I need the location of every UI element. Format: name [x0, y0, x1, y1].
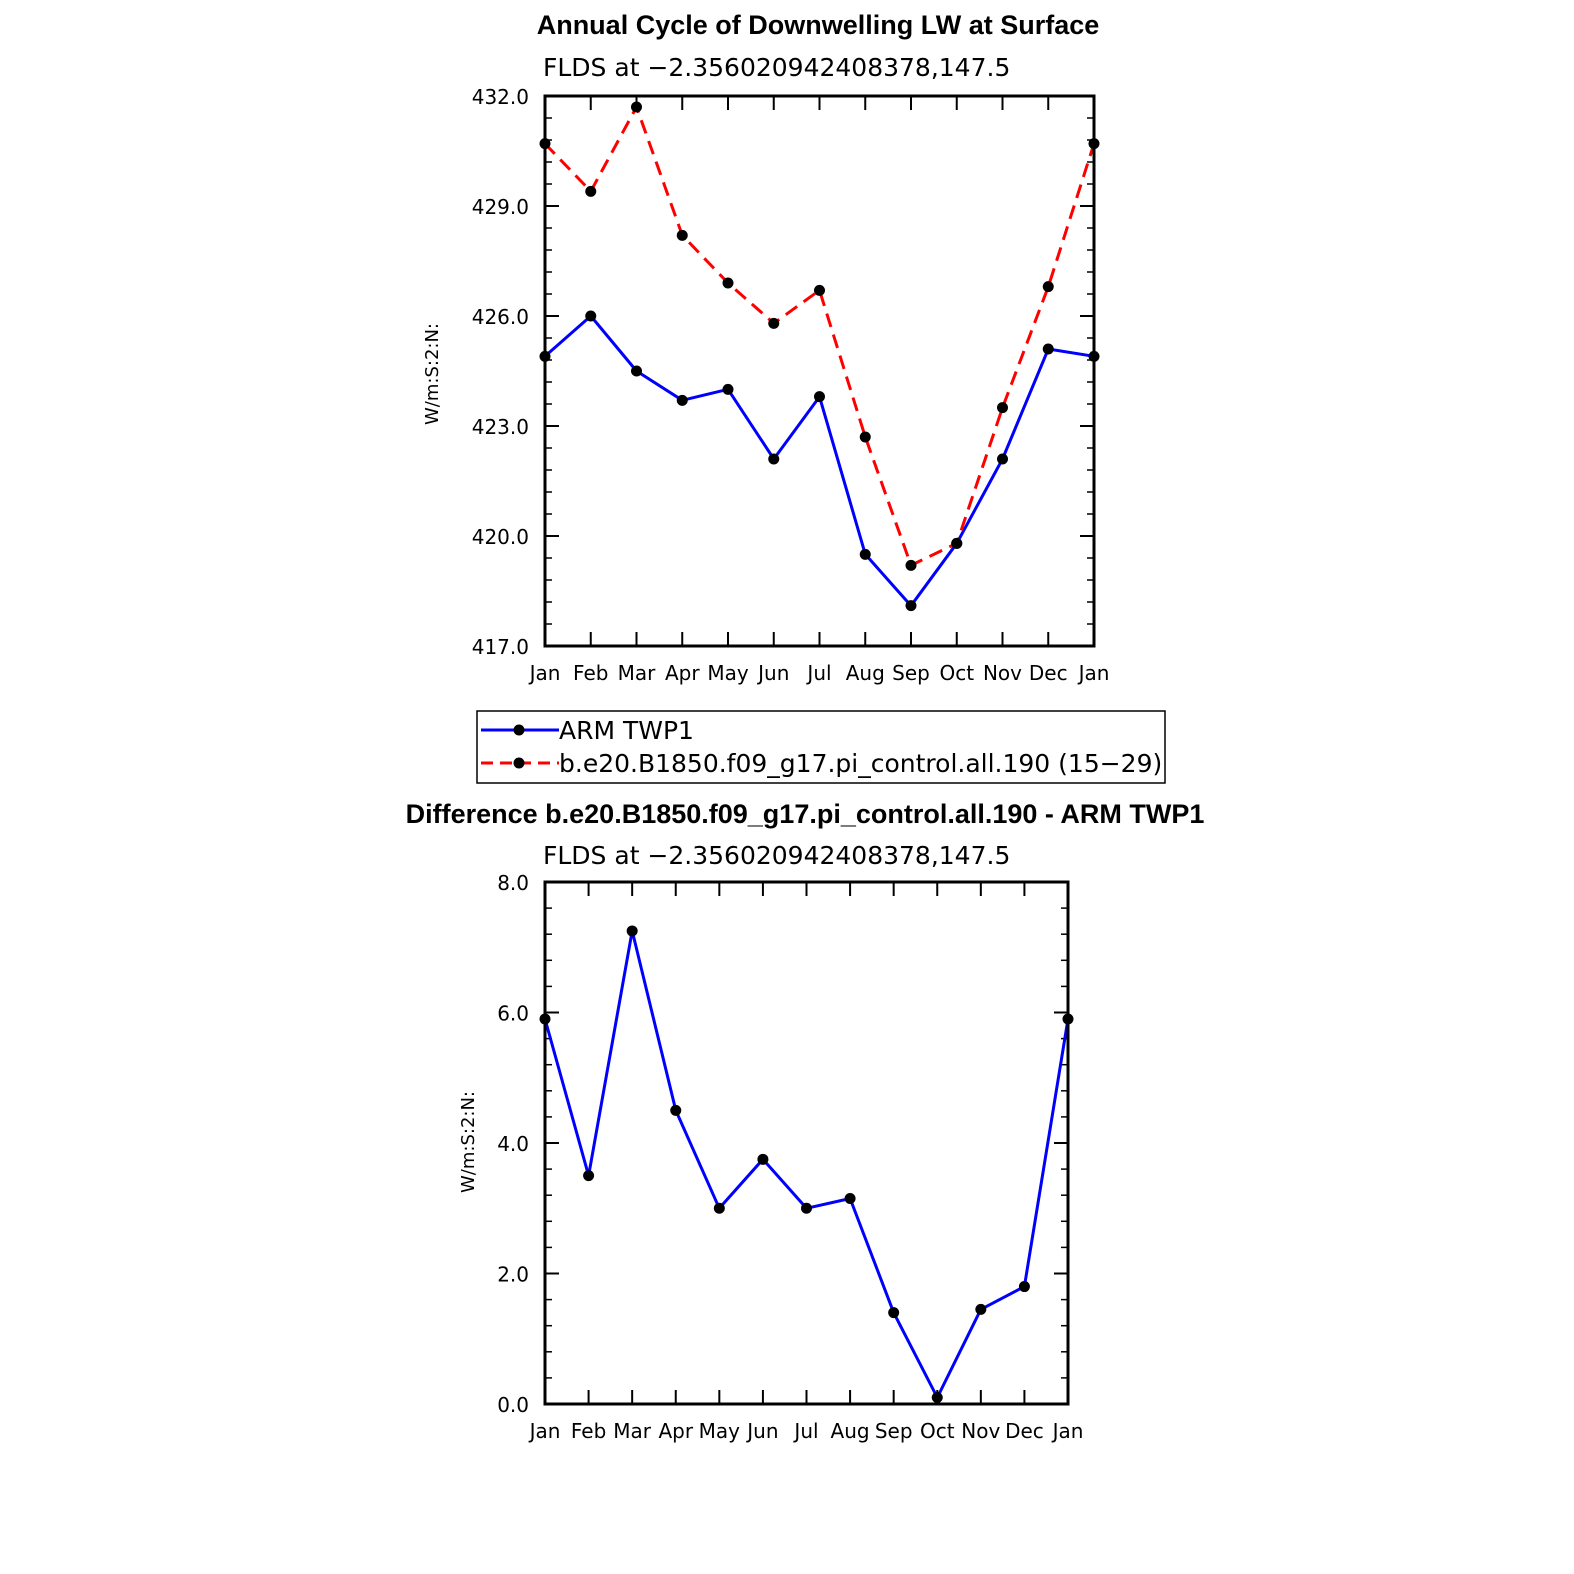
x-tick-label: May — [707, 661, 749, 685]
data-point — [1042, 281, 1054, 293]
y-tick-label: 2.0 — [497, 1263, 529, 1287]
data-point — [768, 317, 780, 329]
data-point — [997, 453, 1008, 465]
legend: ARM TWP1 b.e20.B1850.f09_g17.pi_control.… — [476, 710, 1166, 784]
x-tick-label: Jul — [792, 1419, 818, 1443]
data-point — [905, 600, 917, 612]
x-tick-label: Feb — [573, 661, 608, 685]
data-point — [975, 1303, 987, 1315]
plot-area — [539, 925, 1074, 1403]
plot-frame — [543, 880, 1070, 1406]
data-point — [722, 277, 734, 289]
data-point — [676, 229, 688, 241]
data-point — [931, 1391, 943, 1403]
data-point — [801, 1202, 812, 1214]
x-tick-label: Dec — [1005, 1419, 1044, 1443]
data-point — [585, 310, 597, 322]
y-tick-label: 417.0 — [472, 635, 529, 659]
x-tick-label: Nov — [961, 1419, 1000, 1443]
data-point — [585, 185, 597, 197]
legend-label-model: b.e20.B1850.f09_g17.pi_control.all.190 (… — [559, 749, 1162, 778]
x-tick-label: Jan — [528, 661, 561, 685]
x-tick-label: Nov — [983, 661, 1022, 685]
data-point — [722, 383, 734, 395]
x-tick-label: Jan — [528, 1419, 561, 1443]
data-point — [626, 925, 638, 937]
x-tick-label: Aug — [831, 1419, 870, 1443]
x-tick-label: Oct — [939, 661, 974, 685]
chart-subtitle: FLDS at −2.356020942408378,147.5 — [543, 841, 1010, 870]
data-point — [888, 1307, 900, 1319]
x-tick-label: Apr — [665, 661, 700, 685]
y-tick-label: 420.0 — [472, 525, 529, 549]
y-axis-label: W/m:S:2:N: — [422, 323, 443, 425]
x-tick-label: Jul — [805, 661, 831, 685]
data-point — [676, 394, 688, 406]
data-point — [859, 548, 871, 560]
data-point — [631, 365, 642, 377]
y-tick-label: 6.0 — [497, 1002, 529, 1026]
x-tick-label: Sep — [892, 661, 930, 685]
annual-cycle-chart: Annual Cycle of Downwelling LW at Surfac… — [422, 10, 1109, 685]
y-tick-label: 4.0 — [497, 1132, 529, 1156]
y-tick-label: 0.0 — [497, 1393, 529, 1417]
data-point — [951, 537, 963, 549]
x-tick-label: Dec — [1029, 661, 1068, 685]
chart-title: Annual Cycle of Downwelling LW at Surfac… — [537, 10, 1100, 40]
data-point — [814, 284, 825, 296]
y-axis-label: W/m:S:2:N: — [458, 1091, 479, 1193]
legend-marker-arm-twp1 — [513, 724, 525, 736]
data-point — [859, 431, 871, 443]
legend-entry-model: b.e20.B1850.f09_g17.pi_control.all.190 (… — [481, 749, 1162, 778]
data-point — [768, 453, 780, 465]
y-tick-label: 423.0 — [472, 415, 529, 439]
x-tick-label: Jan — [1077, 661, 1110, 685]
series-line-1 — [543, 105, 1096, 567]
x-tick-label: May — [699, 1419, 741, 1443]
y-tick-label: 429.0 — [472, 195, 529, 219]
x-tick-label: Aug — [846, 661, 885, 685]
data-point — [997, 402, 1008, 414]
plot-area — [539, 101, 1100, 612]
series-line-0 — [543, 929, 1070, 1399]
x-tick-label: Oct — [920, 1419, 955, 1443]
legend-marker-model — [513, 757, 525, 769]
y-axis-ticks: 417.0 420.0 423.0 426.0 429.0 432.0 — [472, 85, 1094, 659]
x-tick-label: Sep — [875, 1419, 913, 1443]
x-tick-label: Mar — [618, 661, 657, 685]
x-tick-label: Jun — [745, 1419, 778, 1443]
x-axis-ticks: Jan Feb Mar Apr May Jun Jul Aug Sep Oct Nov Dec Jan — [528, 882, 1084, 1443]
x-tick-label: Jun — [756, 661, 789, 685]
data-point — [1018, 1281, 1030, 1293]
legend-label-arm-twp1: ARM TWP1 — [559, 716, 694, 745]
difference-chart: Difference b.e20.B1850.f09_g17.pi_contro… — [406, 799, 1205, 1443]
data-point — [583, 1170, 595, 1182]
x-tick-label: Mar — [613, 1419, 652, 1443]
y-tick-label: 426.0 — [472, 305, 529, 329]
y-axis-ticks: 0.0 2.0 4.0 6.0 8.0 — [497, 871, 1068, 1417]
x-axis-ticks: Jan Feb Mar Apr May Jun Jul Aug Sep Oct Nov Dec Jan — [528, 96, 1110, 685]
legend-entry-arm-twp1: ARM TWP1 — [481, 716, 694, 745]
data-point — [631, 101, 642, 113]
y-tick-label: 432.0 — [472, 85, 529, 109]
data-point — [1042, 343, 1054, 355]
data-point — [757, 1153, 769, 1165]
plot-frame — [543, 94, 1096, 648]
y-tick-label: 8.0 — [497, 871, 529, 895]
legend-box — [476, 710, 1166, 784]
series-line-0 — [544, 314, 1095, 608]
data-point — [713, 1202, 725, 1214]
chart-subtitle: FLDS at −2.356020942408378,147.5 — [543, 53, 1010, 82]
data-point — [670, 1104, 682, 1116]
x-tick-label: Apr — [658, 1419, 693, 1443]
x-tick-label: Feb — [571, 1419, 606, 1443]
chart-title: Difference b.e20.B1850.f09_g17.pi_contro… — [406, 799, 1205, 829]
x-tick-label: Jan — [1051, 1419, 1084, 1443]
data-point — [814, 391, 825, 403]
data-point — [905, 559, 917, 571]
data-point — [844, 1192, 856, 1204]
